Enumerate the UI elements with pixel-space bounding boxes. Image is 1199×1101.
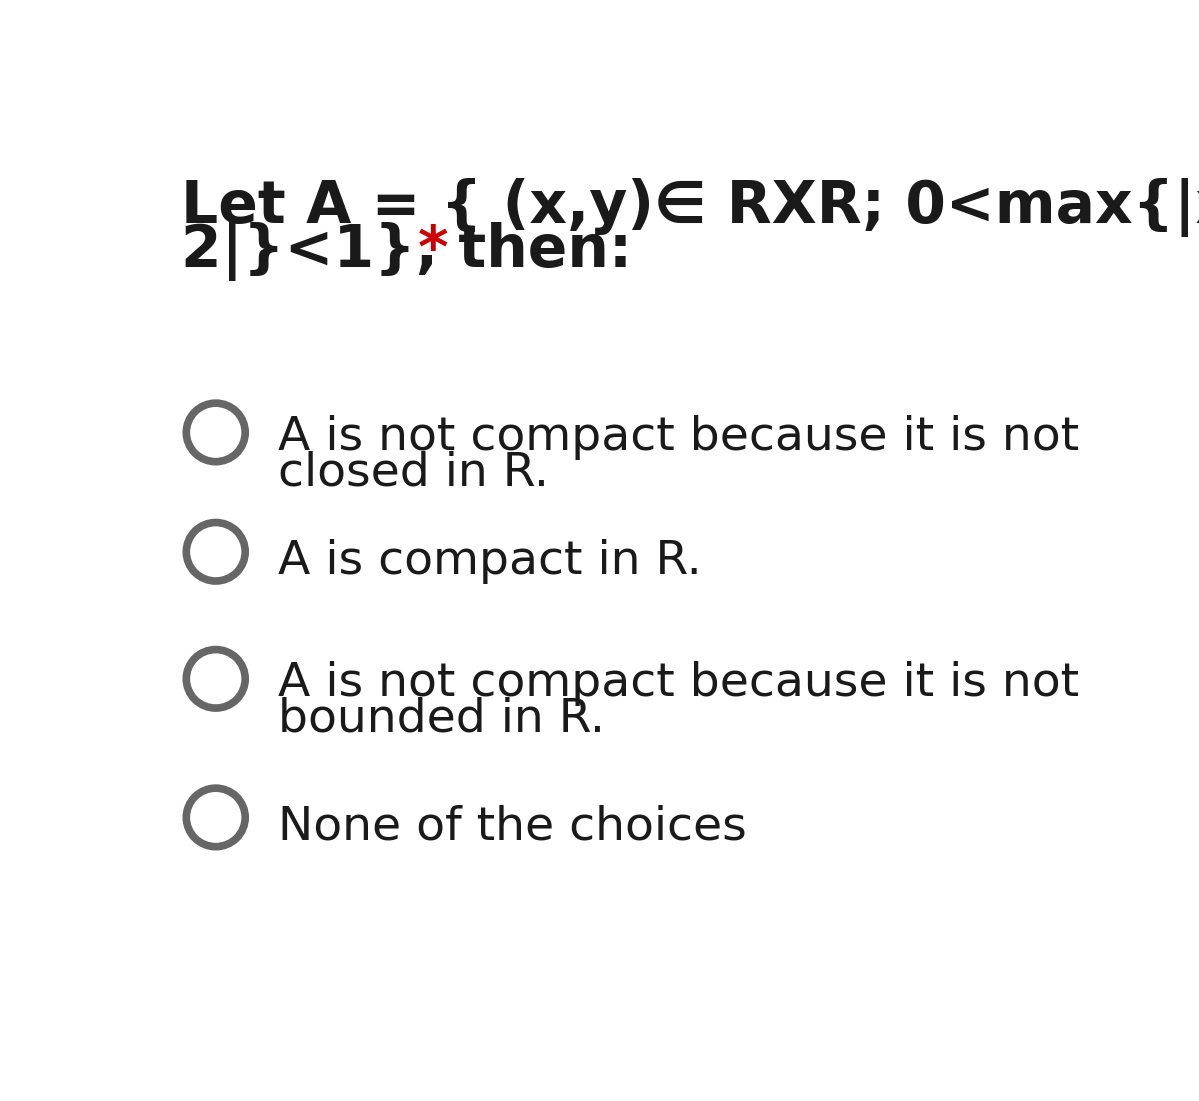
Text: A is not compact because it is not: A is not compact because it is not — [278, 661, 1079, 706]
Text: Let A = { (x,y)∈ RXR; 0<max{|x-3|, |y-: Let A = { (x,y)∈ RXR; 0<max{|x-3|, |y- — [181, 178, 1199, 238]
Text: closed in R.: closed in R. — [278, 450, 549, 495]
Text: bounded in R.: bounded in R. — [278, 697, 604, 742]
Text: None of the choices: None of the choices — [278, 805, 747, 849]
Text: *: * — [417, 222, 448, 279]
Text: A is compact in R.: A is compact in R. — [278, 538, 701, 584]
Text: 2|}<1}, then:: 2|}<1}, then: — [181, 222, 652, 281]
Text: A is not compact because it is not: A is not compact because it is not — [278, 415, 1079, 460]
